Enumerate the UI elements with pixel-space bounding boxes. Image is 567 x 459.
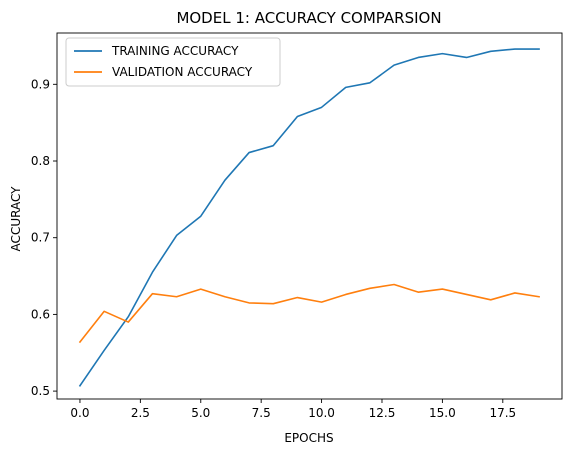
- x-tick-label: 5.0: [191, 406, 210, 420]
- y-tick-label: 0.5: [31, 384, 50, 398]
- y-tick-label: 0.7: [31, 231, 50, 245]
- legend-box: [65, 37, 281, 87]
- legend-label-1: VALIDATION ACCURACY: [112, 65, 253, 79]
- y-tick-label: 0.8: [31, 154, 50, 168]
- plot-frame: [56, 32, 563, 400]
- plot-area: 0.0 2.5 5.0 7.5 10.0 12.5 15.0 17.5 0.5 0.6 0.7 0.8…: [31, 32, 563, 420]
- y-tick-label: 0.6: [31, 307, 50, 321]
- x-tick-label: 10.0: [308, 406, 335, 420]
- x-tick-label: 7.5: [252, 406, 271, 420]
- y-axis-label: ACCURACY: [9, 186, 23, 252]
- x-tick-label: 17.5: [489, 406, 516, 420]
- series-line-0: [78, 48, 540, 387]
- legend: TRAINING ACCURACY VALIDATION ACCURACY: [65, 37, 281, 87]
- series-line-1: [78, 283, 540, 344]
- chart-title: MODEL 1: ACCURACY COMPARSION: [176, 9, 441, 27]
- x-tick-label: 15.0: [429, 406, 456, 420]
- x-axis-label: EPOCHS: [284, 431, 333, 445]
- x-tick-label: 12.5: [369, 406, 396, 420]
- y-tick-label: 0.9: [31, 77, 50, 91]
- x-tick-label: 2.5: [131, 406, 150, 420]
- legend-label-0: TRAINING ACCURACY: [111, 44, 239, 58]
- x-tick-label: 0.0: [70, 406, 89, 420]
